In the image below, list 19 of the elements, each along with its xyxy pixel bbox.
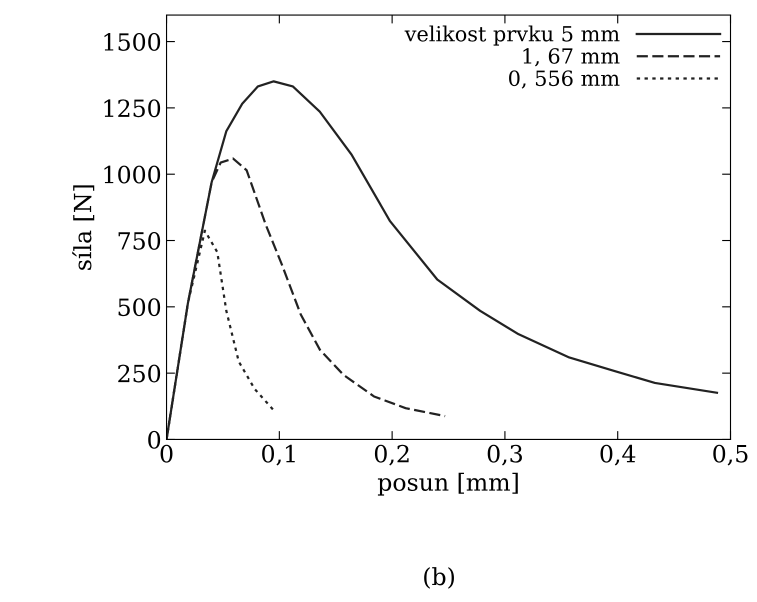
y-tick-label: 250: [118, 364, 160, 382]
y-tick-label: 1250: [104, 99, 160, 118]
x-tick-label: 0: [160, 444, 172, 463]
x-tick-label: 0,1: [262, 444, 295, 466]
legend-label: velikost prvku 5 mm: [404, 25, 620, 46]
y-tick-label: 1500: [104, 33, 160, 51]
x-tick-label: 0,5: [713, 444, 748, 466]
x-tick-label: 0,2: [374, 444, 409, 466]
x-tick-label: 0,4: [600, 444, 636, 466]
y-axis-title: síla [N]: [72, 185, 94, 270]
y-tick-label: 500: [118, 298, 160, 316]
legend-label: 0, 556 mm: [509, 70, 620, 89]
y-tick-label: 1000: [104, 166, 160, 184]
x-axis-title: posun [mm]: [378, 472, 518, 496]
legend-label: 1, 67 mm: [523, 48, 620, 66]
y-tick-label: 0: [148, 430, 160, 449]
text: (b): [424, 567, 454, 589]
y-tick-label: 750: [118, 232, 160, 250]
x-tick-label: 0,3: [488, 444, 522, 466]
